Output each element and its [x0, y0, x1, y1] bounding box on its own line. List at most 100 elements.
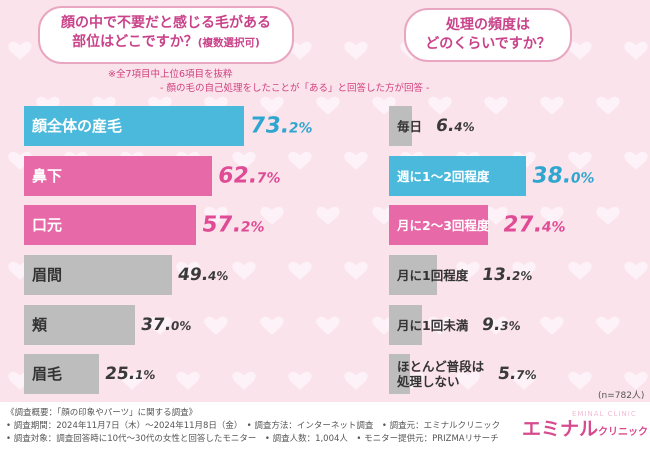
category-label-line: 月に2～3回程度: [397, 217, 490, 233]
heart-decoration: [232, 151, 256, 170]
value-label-decimal: 2%: [287, 120, 314, 137]
category-label: 毎日: [397, 119, 422, 134]
bar-row: 顔全体の産毛 73.2%: [24, 106, 314, 146]
heart-decoration: [484, 96, 508, 115]
bar-row: 口元 57.2%: [24, 205, 266, 245]
heart-decoration: [148, 316, 172, 335]
value-label-decimal: 4%: [540, 219, 567, 236]
value-label-integer: 57.: [200, 212, 243, 238]
right-question-bubble: 処理の頻度は どのくらいですか？: [404, 8, 572, 62]
category-label: 口元: [32, 216, 62, 234]
bar-row: 月に1回未満 9.3%: [389, 305, 522, 345]
heart-decoration: [456, 371, 480, 390]
bar-row: 月に1回程度 13.2%: [389, 255, 534, 295]
category-label-line: 毎日: [397, 118, 423, 134]
heart-decoration: [344, 151, 368, 170]
bar-row: 眉毛 25.1%: [24, 354, 156, 394]
heart-decoration: [288, 261, 312, 280]
value-label-integer: 25.: [103, 364, 137, 384]
left-question-main: 部位はどこですか？: [72, 33, 198, 50]
survey-details-line2: • 調査対象：調査回答時に10代～30代の女性と回答したモニター • 調査人数：…: [6, 434, 499, 444]
left-question-bubble: 顔の中で不要だと感じる毛がある 部位はどこですか？(複数選択可): [38, 6, 294, 64]
left-question-line1: 顔の中で不要だと感じる毛がある: [61, 15, 271, 31]
heart-decoration: [344, 371, 368, 390]
heart-decoration: [36, 96, 60, 115]
value-label-decimal: 0%: [569, 170, 596, 187]
bar-row: 週に1～2回程度 38.0%: [389, 156, 596, 196]
category-label-line: 眉毛: [32, 365, 63, 383]
heart-decoration: [176, 371, 200, 390]
bar-row: ほとんど普段は 処理しない 5.7%: [389, 354, 538, 394]
bar: 頬: [24, 305, 135, 345]
heart-decoration: [120, 371, 144, 390]
heart-decoration: [596, 206, 620, 225]
value-label-decimal: 7%: [515, 368, 538, 382]
heart-decoration: [540, 206, 564, 225]
value-label: 57.2%: [200, 213, 266, 238]
value-label-decimal: 1%: [134, 368, 157, 382]
value-label-decimal: 0%: [170, 319, 193, 333]
heart-decoration: [288, 371, 312, 390]
bar: 眉間: [24, 255, 172, 295]
heart-decoration: [540, 316, 564, 335]
value-label-integer: 62.: [216, 163, 259, 189]
category-label-line: 顔全体の産毛: [32, 117, 123, 135]
category-label-line: ほとんど普段は: [397, 359, 485, 374]
bar-row: 毎日 6.4%: [389, 106, 476, 146]
bar: 口元: [24, 205, 196, 245]
category-label: 週に1～2回程度: [397, 169, 489, 184]
value-label: 5.7%: [497, 364, 538, 384]
heart-decoration: [428, 96, 452, 115]
heart-decoration: [148, 96, 172, 115]
category-label: 眉間: [32, 266, 62, 284]
heart-decoration: [316, 96, 340, 115]
brand-logo-main: エミナル: [522, 418, 599, 440]
category-label: 眉毛: [32, 365, 62, 383]
category-label-line: 月に1回程度: [397, 267, 469, 283]
category-label-line: 眉間: [32, 266, 63, 284]
category-label-line: 月に1回未満: [397, 317, 469, 333]
bar: 月に2～3回程度: [389, 205, 489, 245]
survey-overview-title: 《調査概要：「顔の印象やパーツ」に関する調査》: [6, 408, 198, 418]
bar-row: 鼻下 62.7%: [24, 156, 282, 196]
heart-decoration: [288, 151, 312, 170]
bar: 月に1回程度: [389, 255, 468, 295]
category-label-line: 鼻下: [32, 167, 63, 185]
heart-decoration: [232, 261, 256, 280]
value-label: 62.7%: [216, 164, 282, 189]
value-label-decimal: 2%: [239, 219, 266, 236]
heart-decoration: [92, 96, 116, 115]
respondent-note: - 顔の毛の自己処理をしたことが「ある」と回答した方が回答 -: [160, 83, 430, 94]
heart-decoration: [344, 261, 368, 280]
value-label: 9.3%: [481, 315, 522, 335]
value-label-decimal: 3%: [499, 319, 522, 333]
heart-decoration: [540, 96, 564, 115]
sample-size-note: (n=782人): [598, 391, 645, 401]
category-label: 月に2～3回程度: [397, 218, 489, 233]
value-label-integer: 37.: [139, 315, 173, 335]
value-label-decimal: 2%: [511, 269, 534, 283]
heart-decoration: [568, 151, 592, 170]
bar-row: 頬 37.0%: [24, 305, 192, 345]
category-label: 月に1回程度: [397, 268, 468, 283]
heart-decoration: [596, 96, 620, 115]
heart-decoration: [624, 371, 648, 390]
category-label: 月に1回未満: [397, 318, 468, 333]
category-label: 頬: [32, 316, 47, 334]
bar: 週に1～2回程度: [389, 156, 526, 196]
bar: 眉毛: [24, 354, 99, 394]
right-question-line1: 処理の頻度は: [446, 17, 530, 33]
value-label-integer: 38.: [530, 163, 573, 189]
heart-decoration: [372, 96, 396, 115]
left-question-note: (複数選択可): [197, 36, 260, 49]
heart-decoration: [568, 41, 592, 60]
heart-decoration: [484, 316, 508, 335]
value-label-decimal: 7%: [255, 170, 282, 187]
bar: 毎日: [389, 106, 422, 146]
heart-decoration: [8, 41, 32, 60]
value-label-decimal: 4%: [453, 120, 476, 134]
heart-decoration: [624, 261, 648, 280]
heart-decoration: [204, 316, 228, 335]
bar: 月に1回未満: [389, 305, 468, 345]
bar-row: 眉間 49.4%: [24, 255, 229, 295]
